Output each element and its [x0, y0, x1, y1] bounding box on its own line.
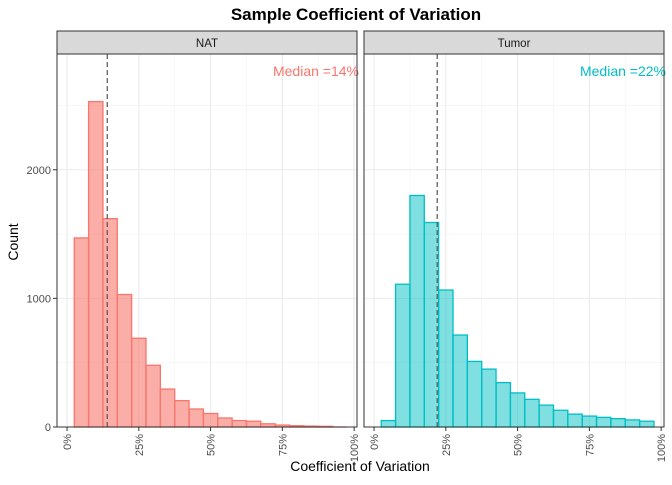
- histogram-bar: [102, 217, 118, 428]
- x-tick-label: 75%: [277, 434, 289, 456]
- y-tick-label: 1000: [27, 293, 51, 305]
- panel-strip-label: NAT: [196, 38, 218, 50]
- median-annotation: Median =22%: [580, 63, 666, 79]
- histogram-bar: [130, 337, 147, 428]
- histogram-bar: [423, 221, 440, 428]
- histogram-bar: [174, 399, 190, 428]
- histogram-bar: [610, 417, 626, 428]
- histogram-bar: [624, 419, 641, 428]
- histogram-bar: [437, 289, 454, 428]
- y-axis: 0 1000 2000: [27, 165, 57, 434]
- y-tick-label: 2000: [27, 165, 51, 177]
- chart-title: Sample Coefficient of Variation: [231, 5, 481, 24]
- histogram-bar: [231, 419, 248, 428]
- x-tick-label: 0%: [369, 434, 381, 450]
- x-axis-label: Coefficient of Variation: [290, 458, 430, 474]
- x-tick-label: 0%: [62, 434, 74, 450]
- x-tick-label: 100%: [656, 434, 668, 462]
- histogram-bar: [217, 417, 233, 428]
- histogram-bar: [638, 420, 655, 428]
- panel-tumor: Tumor Median =22% 0% 25% 50% 75% 100%: [363, 30, 668, 462]
- histogram-bar: [188, 408, 205, 428]
- histogram-bar: [495, 381, 512, 428]
- median-annotation: Median =14%: [273, 63, 359, 79]
- x-tick-label: 75%: [584, 434, 596, 456]
- x-tick-label: 50%: [513, 434, 525, 456]
- histogram-bar: [145, 364, 161, 428]
- histogram-bar: [245, 420, 262, 428]
- histogram-bar: [87, 100, 104, 428]
- histogram-bar: [481, 368, 497, 428]
- histogram-bar: [567, 413, 583, 428]
- histogram-bar: [73, 237, 90, 428]
- x-tick-label: 25%: [441, 434, 453, 456]
- panel-strip-label: Tumor: [498, 38, 531, 50]
- x-tick-label: 100%: [349, 434, 361, 462]
- panel-nat: NAT Median =14% 0% 25% 50% 75% 100%: [56, 30, 361, 462]
- histogram-bar: [538, 404, 555, 428]
- histogram-bar: [524, 398, 540, 428]
- histogram-bar: [581, 415, 598, 428]
- histogram-bar: [159, 388, 176, 428]
- histogram-bar: [380, 419, 397, 428]
- x-tick-label: 25%: [134, 434, 146, 456]
- panel-border: [56, 53, 358, 428]
- y-axis-label: Count: [5, 223, 21, 260]
- histogram-bar: [552, 409, 569, 428]
- histogram-bar: [595, 416, 612, 428]
- histogram-bar: [394, 283, 411, 428]
- histogram-bar: [202, 412, 219, 428]
- histogram-bar: [409, 194, 425, 428]
- histogram-bar: [466, 360, 483, 428]
- panel-border: [363, 53, 665, 428]
- histogram-bar: [452, 334, 468, 428]
- y-tick-label: 0: [45, 422, 51, 434]
- histogram-bar: [509, 392, 526, 428]
- x-tick-label: 50%: [206, 434, 218, 456]
- histogram-bar: [116, 293, 133, 428]
